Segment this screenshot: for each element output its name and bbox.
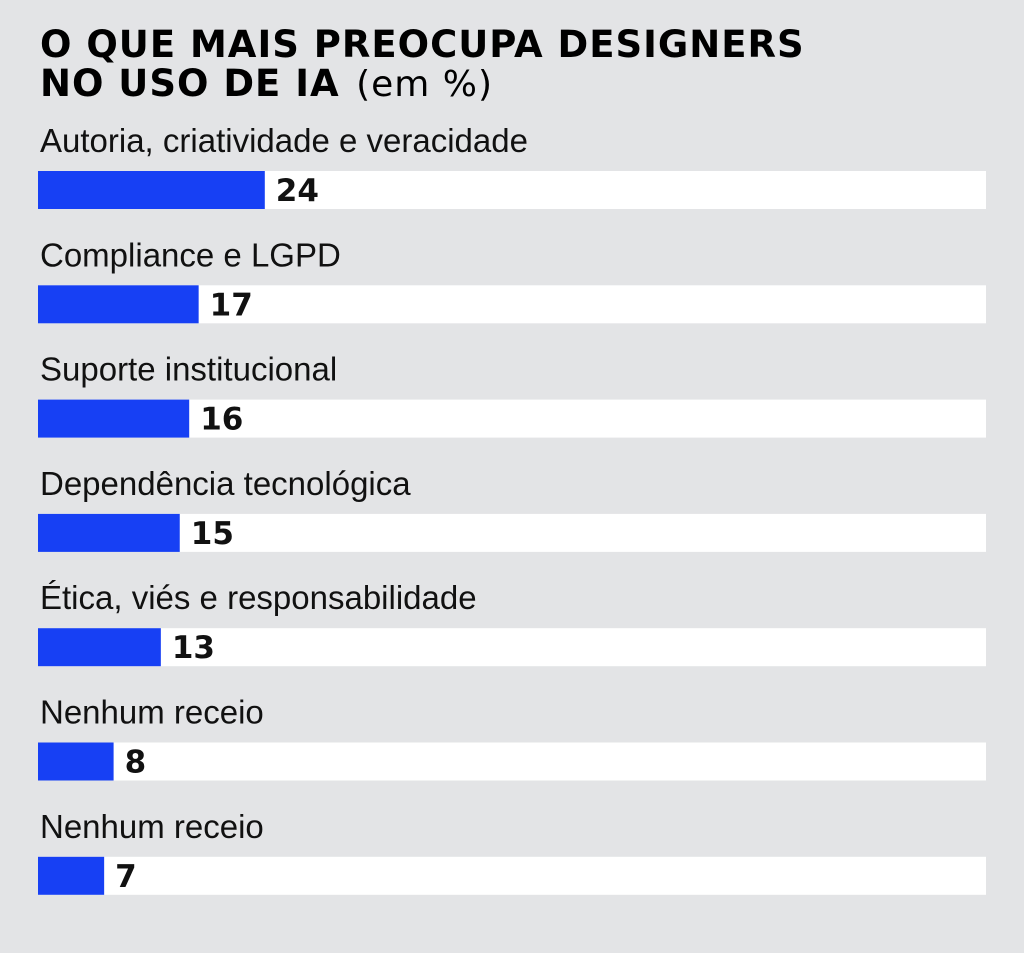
bar-track — [38, 628, 986, 667]
chart-title-line-2-text: NO USO DE IA — [40, 62, 340, 105]
chart-unit-label: (em %) — [356, 64, 493, 105]
bar-group: Autoria, criatividade e veracidade 24 Comp… — [38, 122, 986, 895]
bar — [38, 513, 180, 552]
bar — [38, 285, 199, 324]
value-label: 17 — [210, 287, 253, 323]
category-label: Nenhum receio — [40, 808, 264, 845]
bar — [38, 399, 190, 438]
value-label: 7 — [115, 859, 137, 895]
bar-track — [38, 513, 986, 552]
category-label: Nenhum receio — [40, 694, 264, 731]
bar-track — [38, 856, 986, 895]
category-label: Autoria, criatividade e veracidade — [40, 122, 528, 159]
category-label: Compliance e LGPD — [40, 236, 341, 273]
value-label: 15 — [191, 516, 234, 552]
bar-track — [38, 742, 986, 781]
value-label: 8 — [125, 745, 147, 781]
bar — [38, 171, 265, 209]
bar — [38, 742, 114, 781]
category-label: Dependência tecnológica — [40, 465, 411, 502]
bar — [38, 628, 161, 667]
chart-title-line-2: NO USO DE IA (em %) — [40, 62, 493, 105]
category-label: Ética, viés e responsabilidade — [40, 579, 477, 616]
value-label: 24 — [276, 173, 319, 209]
bar — [38, 856, 105, 895]
category-label: Suporte institucional — [40, 351, 337, 388]
chart-title-line-1: O QUE MAIS PREOCUPA DESIGNERS — [40, 23, 805, 66]
value-label: 16 — [200, 402, 243, 438]
bar-track — [38, 399, 986, 438]
value-label: 13 — [172, 630, 215, 666]
